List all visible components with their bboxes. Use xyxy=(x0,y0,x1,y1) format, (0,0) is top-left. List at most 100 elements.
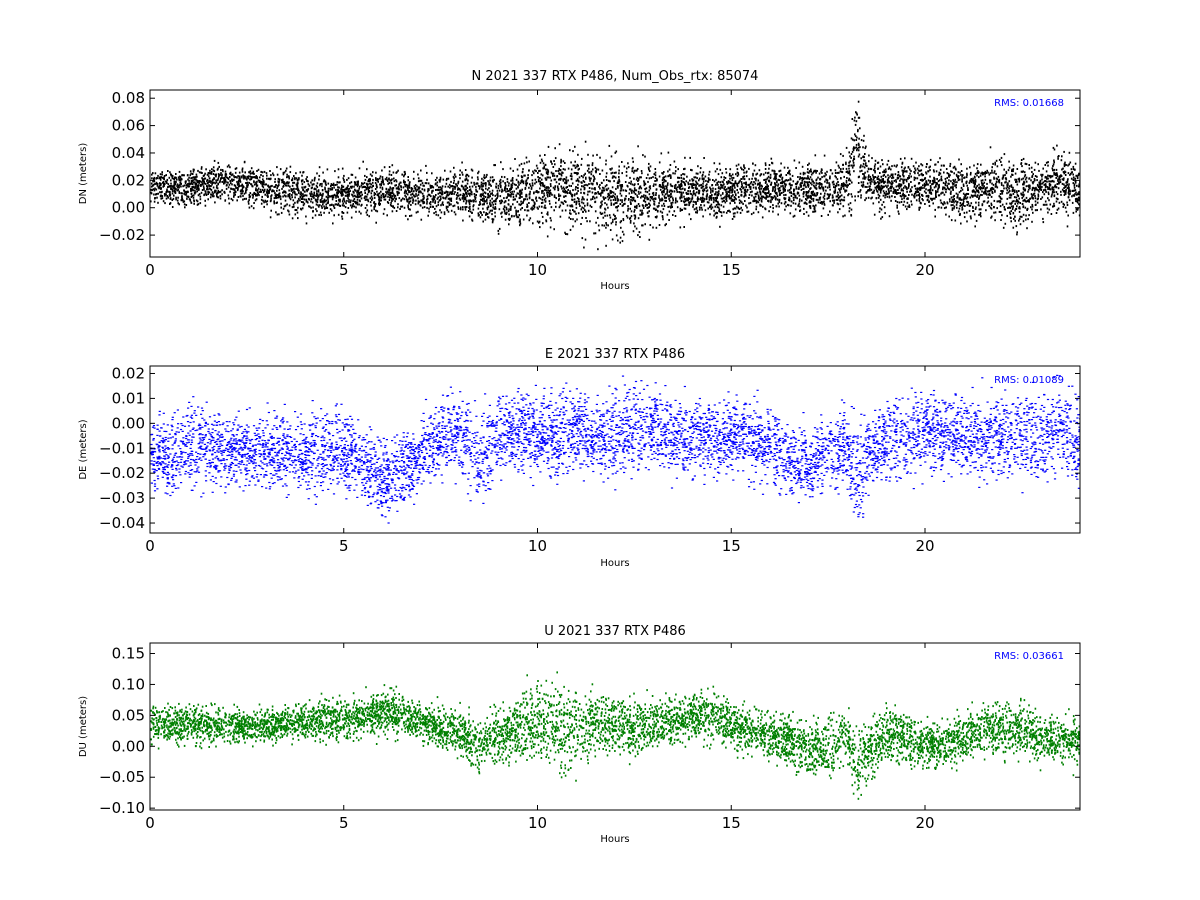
data-point xyxy=(385,176,388,179)
data-point xyxy=(629,207,631,210)
data-point xyxy=(199,202,202,205)
data-point xyxy=(588,164,590,167)
data-point xyxy=(306,190,308,193)
data-point xyxy=(614,151,617,154)
data-point xyxy=(565,176,568,179)
data-point xyxy=(456,192,459,194)
data-point xyxy=(882,163,884,166)
data-point xyxy=(201,177,203,180)
data-point xyxy=(743,178,746,181)
data-point xyxy=(428,210,430,213)
data-point xyxy=(441,202,444,205)
data-point xyxy=(601,212,604,215)
data-point xyxy=(1074,168,1076,171)
data-point xyxy=(721,192,724,195)
data-point xyxy=(193,202,195,205)
data-point xyxy=(421,188,424,191)
data-point xyxy=(258,194,260,197)
data-point xyxy=(277,177,280,180)
data-point xyxy=(251,172,254,175)
data-point xyxy=(766,183,768,186)
data-point xyxy=(908,182,910,185)
data-point xyxy=(943,186,946,189)
data-point xyxy=(892,173,894,176)
data-point xyxy=(998,195,1001,198)
data-point xyxy=(659,198,661,201)
data-point xyxy=(1014,209,1016,212)
data-point xyxy=(665,185,667,188)
data-point xyxy=(489,199,492,202)
data-point xyxy=(654,176,657,179)
data-point xyxy=(400,188,402,191)
data-point xyxy=(690,183,693,186)
data-point xyxy=(682,177,685,180)
data-point xyxy=(595,168,598,171)
data-point xyxy=(1005,187,1008,190)
data-point xyxy=(216,184,218,187)
data-point xyxy=(335,196,337,199)
data-point xyxy=(668,219,670,221)
data-point xyxy=(1066,225,1069,228)
data-point xyxy=(492,220,494,223)
data-point xyxy=(676,186,678,189)
data-point xyxy=(470,181,473,184)
data-point xyxy=(985,189,987,192)
data-point xyxy=(388,170,391,173)
data-point xyxy=(991,190,993,193)
data-point xyxy=(1031,188,1034,191)
data-point xyxy=(704,209,707,212)
data-point xyxy=(1016,205,1018,208)
data-point xyxy=(949,200,951,203)
data-point xyxy=(301,198,304,200)
data-point xyxy=(447,194,450,197)
data-point xyxy=(760,199,763,202)
data-point xyxy=(902,178,904,181)
data-point xyxy=(169,192,171,195)
data-point xyxy=(910,157,913,160)
data-point xyxy=(247,183,249,186)
data-point xyxy=(190,180,193,182)
data-point xyxy=(658,202,660,205)
data-point xyxy=(341,188,344,191)
data-point xyxy=(807,185,810,188)
data-point xyxy=(197,187,199,190)
data-point xyxy=(875,182,877,184)
data-point xyxy=(590,206,593,208)
data-point xyxy=(735,173,737,176)
data-point xyxy=(583,180,586,183)
data-point xyxy=(1043,189,1045,192)
data-point xyxy=(1047,193,1050,196)
data-point xyxy=(929,165,931,168)
data-point xyxy=(1024,174,1027,177)
data-point xyxy=(978,208,981,211)
data-point xyxy=(691,169,693,172)
data-point xyxy=(564,189,566,192)
data-point xyxy=(664,193,667,196)
data-point xyxy=(778,190,780,193)
data-point xyxy=(784,197,787,200)
data-point xyxy=(631,196,634,199)
data-point xyxy=(868,160,870,163)
data-point xyxy=(1018,207,1020,210)
data-point xyxy=(479,185,481,188)
data-point xyxy=(293,190,295,193)
data-point xyxy=(1014,219,1016,222)
data-point xyxy=(702,173,704,176)
data-point xyxy=(583,246,585,249)
data-point xyxy=(993,170,996,173)
data-point xyxy=(779,174,781,177)
data-point xyxy=(302,201,304,204)
data-point xyxy=(352,195,354,198)
data-point xyxy=(349,182,351,185)
data-point xyxy=(946,186,949,189)
data-point xyxy=(274,180,276,183)
data-point xyxy=(675,199,677,202)
data-point xyxy=(898,175,901,178)
data-point xyxy=(241,168,244,171)
data-point xyxy=(486,202,488,205)
data-point xyxy=(618,172,620,175)
data-point xyxy=(522,200,524,203)
data-point xyxy=(957,179,960,182)
data-point xyxy=(207,193,209,195)
data-point xyxy=(396,192,399,195)
